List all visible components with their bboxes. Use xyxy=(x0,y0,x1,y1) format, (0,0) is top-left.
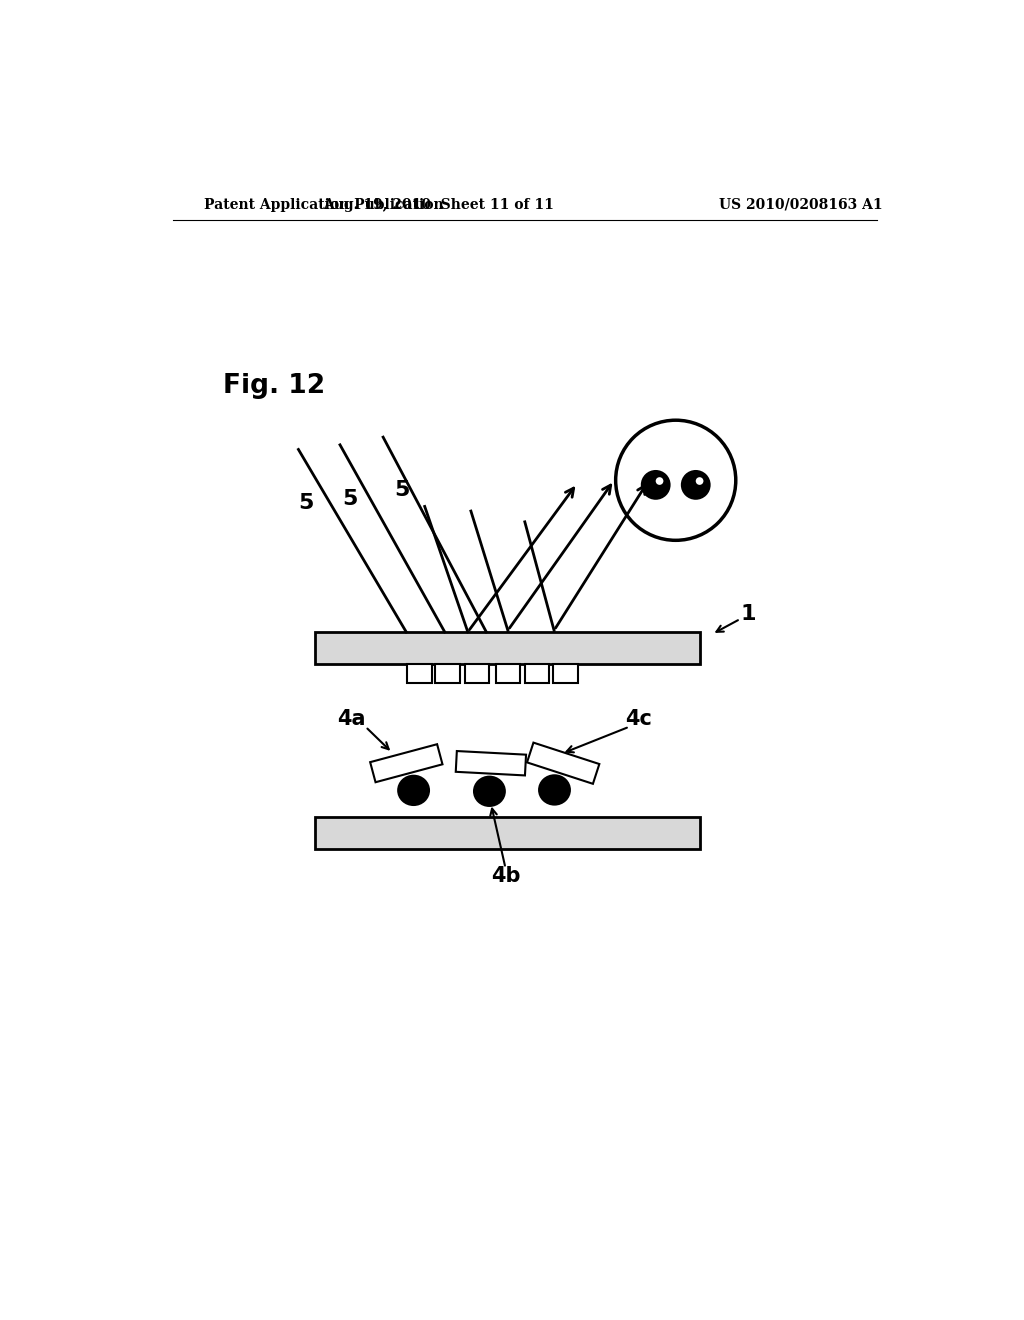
Circle shape xyxy=(642,471,670,499)
Bar xyxy=(465,664,489,682)
Text: 4b: 4b xyxy=(492,866,521,886)
Circle shape xyxy=(695,477,703,484)
Text: 5: 5 xyxy=(298,494,313,513)
Bar xyxy=(496,664,520,682)
Text: 5: 5 xyxy=(342,488,357,508)
Text: 4c: 4c xyxy=(626,709,652,729)
Circle shape xyxy=(615,420,736,540)
Bar xyxy=(527,743,599,784)
Ellipse shape xyxy=(398,776,429,805)
Bar xyxy=(370,744,442,783)
Text: Aug. 19, 2010  Sheet 11 of 11: Aug. 19, 2010 Sheet 11 of 11 xyxy=(324,198,554,211)
Text: 5: 5 xyxy=(394,479,410,499)
Bar xyxy=(524,664,550,682)
Bar xyxy=(456,751,526,775)
Text: 1: 1 xyxy=(740,605,756,624)
Bar xyxy=(315,632,700,664)
Bar xyxy=(315,817,700,849)
Circle shape xyxy=(682,471,710,499)
Text: Patent Application Publication: Patent Application Publication xyxy=(204,198,443,211)
Text: US 2010/0208163 A1: US 2010/0208163 A1 xyxy=(719,198,883,211)
Ellipse shape xyxy=(539,775,570,805)
Bar xyxy=(553,664,578,682)
Bar xyxy=(435,664,460,682)
Text: 4a: 4a xyxy=(337,709,366,729)
Bar xyxy=(407,664,432,682)
Circle shape xyxy=(655,477,664,484)
Text: Fig. 12: Fig. 12 xyxy=(223,372,325,399)
Ellipse shape xyxy=(474,776,505,807)
